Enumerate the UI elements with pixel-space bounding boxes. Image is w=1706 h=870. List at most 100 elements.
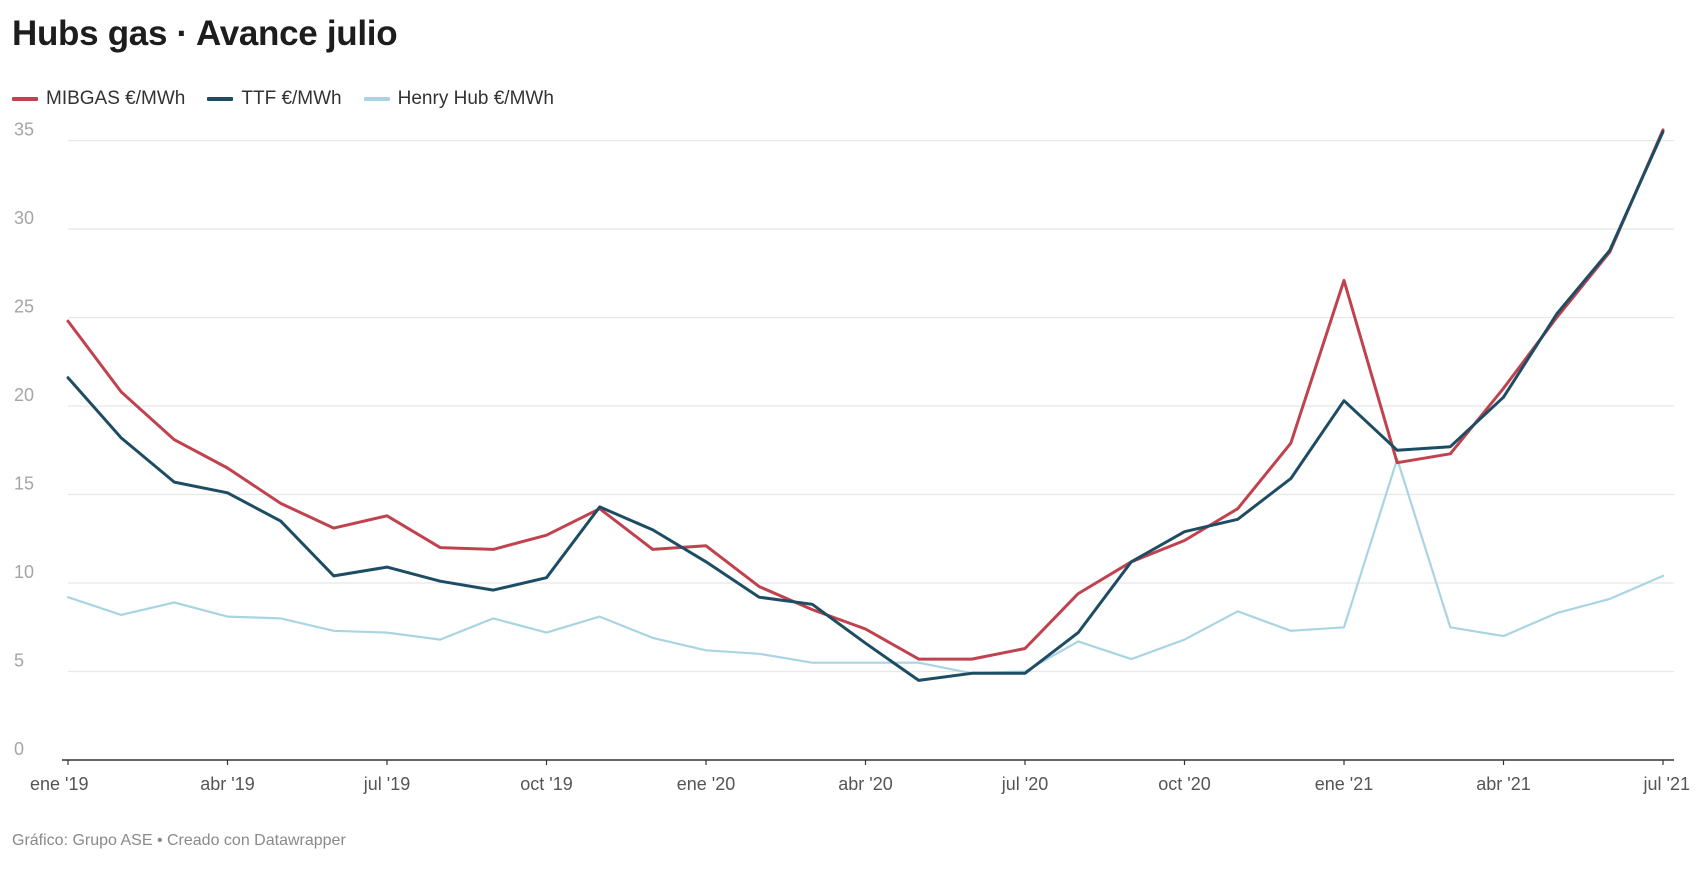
y-tick-label: 35 (14, 120, 34, 140)
data-point-ttf (1342, 399, 1346, 403)
data-point-ttf (1076, 631, 1080, 635)
data-point-mibgas (491, 547, 495, 551)
data-point-ttf (810, 602, 814, 606)
data-point-ttf (332, 574, 336, 578)
x-tick-label: abr '19 (200, 774, 254, 794)
data-point-henry-hub (1502, 634, 1506, 638)
data-point-mibgas (1023, 646, 1027, 650)
data-point-henry-hub (598, 615, 602, 619)
y-tick-label: 15 (14, 474, 34, 494)
y-tick-label: 0 (14, 739, 24, 759)
y-tick-label: 30 (14, 208, 34, 228)
data-point-mibgas (917, 657, 921, 661)
series-line-mibgas (66, 128, 1665, 661)
data-point-ttf (279, 519, 283, 523)
data-point-ttf (917, 678, 921, 682)
data-point-mibgas (279, 501, 283, 505)
data-point-mibgas (651, 547, 655, 551)
data-point-henry-hub (810, 661, 814, 665)
data-point-ttf (438, 579, 442, 583)
data-point-henry-hub (438, 638, 442, 642)
chart-credit: Gráfico: Grupo ASE • Creado con Datawrap… (12, 832, 346, 849)
series-line-ttf (66, 130, 1665, 682)
data-point-mibgas (172, 438, 176, 442)
axes: 0 5 10 15 20 25 30 35 ene '19 abr '19 jul '19 oct '… (14, 120, 1690, 794)
data-point-henry-hub (226, 615, 230, 619)
data-point-mibgas (119, 390, 123, 394)
data-point-henry-hub (1448, 625, 1452, 629)
data-point-mibgas (332, 526, 336, 530)
data-point-mibgas (1183, 539, 1187, 543)
data-point-mibgas (1289, 441, 1293, 445)
legend-item-henry-hub: Henry Hub €/MWh (363, 88, 554, 110)
x-tick-label: ene '21 (1315, 774, 1374, 794)
data-point-henry-hub (332, 629, 336, 633)
data-point-ttf (1395, 448, 1399, 452)
chart-title: Hubs gas · Avance julio (12, 14, 398, 53)
data-point-henry-hub (1236, 609, 1240, 613)
data-point-henry-hub (66, 595, 70, 599)
data-point-ttf (119, 436, 123, 440)
x-tick-label: jul '20 (1001, 774, 1048, 794)
series-line-henry-hub (66, 458, 1665, 675)
data-point-mibgas (1236, 507, 1240, 511)
y-tick-label: 20 (14, 385, 34, 405)
data-point-henry-hub (917, 661, 921, 665)
y-tick-label: 5 (14, 651, 24, 671)
data-point-ttf (172, 480, 176, 484)
legend-swatch-ttf (207, 97, 234, 101)
data-point-henry-hub (545, 631, 549, 635)
legend-swatch-mibgas (12, 97, 38, 101)
data-point-henry-hub (1076, 639, 1080, 643)
data-point-ttf (1129, 560, 1133, 564)
data-point-mibgas (864, 627, 868, 631)
data-point-henry-hub (1342, 625, 1346, 629)
data-point-henry-hub (1129, 657, 1133, 661)
legend-swatch-henry-hub (363, 97, 390, 101)
data-point-henry-hub (651, 636, 655, 640)
data-point-mibgas (438, 546, 442, 550)
legend-item-mibgas: MIBGAS €/MWh (12, 88, 185, 110)
data-point-henry-hub (1661, 574, 1665, 578)
data-point-ttf (757, 595, 761, 599)
data-point-ttf (1183, 530, 1187, 534)
data-point-mibgas (757, 585, 761, 589)
data-point-henry-hub (1555, 611, 1559, 615)
data-point-ttf (651, 528, 655, 532)
data-point-henry-hub (385, 631, 389, 635)
x-tick-label: oct '19 (520, 774, 572, 794)
x-tick-label: abr '20 (838, 774, 892, 794)
data-point-ttf (1502, 395, 1506, 399)
data-point-mibgas (810, 608, 814, 612)
data-point-ttf (970, 671, 974, 675)
x-tick-label: ene '19 (30, 774, 89, 794)
data-point-henry-hub (491, 616, 495, 620)
data-point-henry-hub (704, 648, 708, 652)
data-point-mibgas (1448, 452, 1452, 456)
data-point-ttf (1661, 130, 1665, 134)
data-point-henry-hub (172, 600, 176, 604)
data-point-ttf (1448, 445, 1452, 449)
data-point-mibgas (970, 657, 974, 661)
data-point-ttf (1608, 248, 1612, 252)
data-point-henry-hub (1608, 597, 1612, 601)
data-point-henry-hub (864, 661, 868, 665)
data-point-ttf (1023, 671, 1027, 675)
legend-item-ttf: TTF €/MWh (207, 88, 342, 110)
data-point-ttf (226, 491, 230, 495)
data-point-henry-hub (1183, 638, 1187, 642)
legend-label-mibgas: MIBGAS €/MWh (46, 88, 186, 109)
data-point-mibgas (704, 544, 708, 548)
data-point-henry-hub (1289, 629, 1293, 633)
data-point-ttf (491, 588, 495, 592)
data-point-mibgas (1395, 461, 1399, 465)
y-tick-label: 25 (14, 297, 34, 317)
legend: MIBGAS €/MWh TTF €/MWh Henry Hub €/MWh (12, 88, 554, 110)
x-tick-label: ene '20 (677, 774, 736, 794)
data-point-henry-hub (757, 652, 761, 656)
data-point-mibgas (226, 466, 230, 470)
x-tick-label: jul '19 (363, 774, 410, 794)
data-point-mibgas (66, 319, 70, 323)
data-point-mibgas (1342, 278, 1346, 282)
